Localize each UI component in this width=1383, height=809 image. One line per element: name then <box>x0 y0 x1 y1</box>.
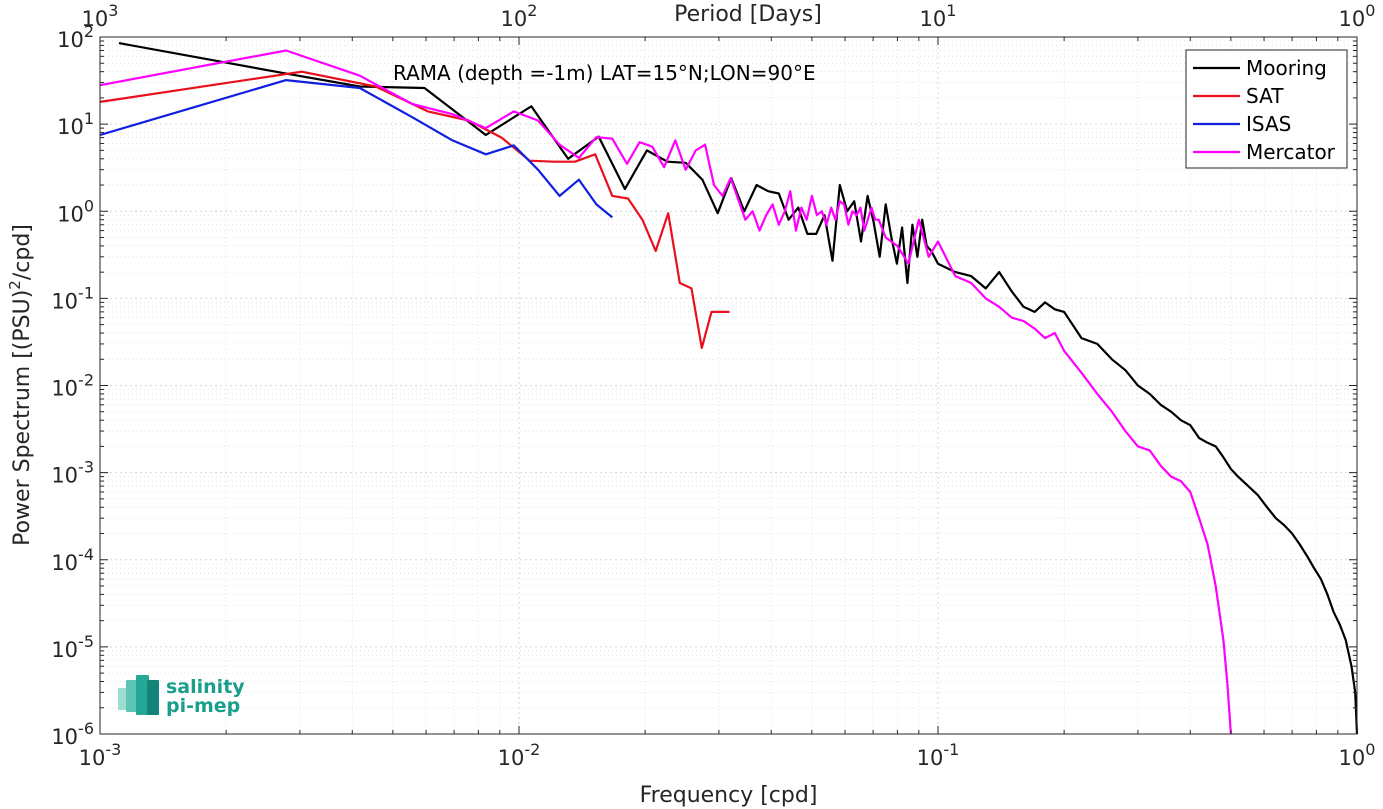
y-tick-label: 10-6 <box>51 719 94 749</box>
y-tick-label: 10-1 <box>51 283 94 313</box>
x2-tick-label: 100 <box>1339 1 1376 31</box>
grid <box>99 36 1358 735</box>
series-line-sat <box>99 70 730 349</box>
legend-label-isas: ISAS <box>1246 112 1291 136</box>
y-tick-label: 100 <box>57 196 94 226</box>
logo-line-2: pi-mep <box>166 695 240 717</box>
series-line-isas <box>99 78 613 219</box>
plot-area <box>100 37 1357 734</box>
legend: Mooring SAT ISAS Mercator <box>1185 49 1348 169</box>
y-tick-label: 10-5 <box>51 632 94 662</box>
y-tick-label: 101 <box>57 109 94 139</box>
x-tick-label: 100 <box>1339 740 1376 770</box>
logo-bar-2 <box>126 680 138 712</box>
legend-label-mercator: Mercator <box>1246 140 1336 164</box>
y-tick-label: 102 <box>57 22 94 52</box>
x-axis-title: Frequency [cpd] <box>640 783 818 808</box>
legend-label-sat: SAT <box>1246 84 1284 108</box>
x-tick-label: 10-2 <box>498 740 541 770</box>
x2-tick-label: 103 <box>82 1 119 31</box>
tick-marks <box>99 36 1358 735</box>
x2-tick-label: 102 <box>501 1 538 31</box>
y-tick-label: 10-2 <box>51 371 94 401</box>
y-tick-label: 10-3 <box>51 458 94 488</box>
logo-line-1: salinity <box>166 676 245 698</box>
x2-tick-label: 101 <box>920 1 957 31</box>
x2-axis-title: Period [Days] <box>674 2 822 27</box>
x-tick-label: 10-1 <box>917 740 960 770</box>
salinity-pi-mep-logo: salinity pi-mep <box>118 675 245 717</box>
legend-label-mooring: Mooring <box>1246 56 1327 80</box>
logo-bar-4 <box>147 680 159 715</box>
series-line-mercator <box>99 49 1232 735</box>
y-tick-label: 10-4 <box>51 545 94 575</box>
chart-annotation: RAMA (depth =-1m) LAT=15°N;LON=90°E <box>393 61 816 85</box>
series-group <box>99 42 1359 735</box>
logo-bar-3 <box>136 675 149 715</box>
x-tick-label: 10-3 <box>79 740 122 770</box>
y-axis-title: Power Spectrum [(PSU)2/cpd] <box>6 224 35 546</box>
legend-box <box>1185 49 1348 169</box>
